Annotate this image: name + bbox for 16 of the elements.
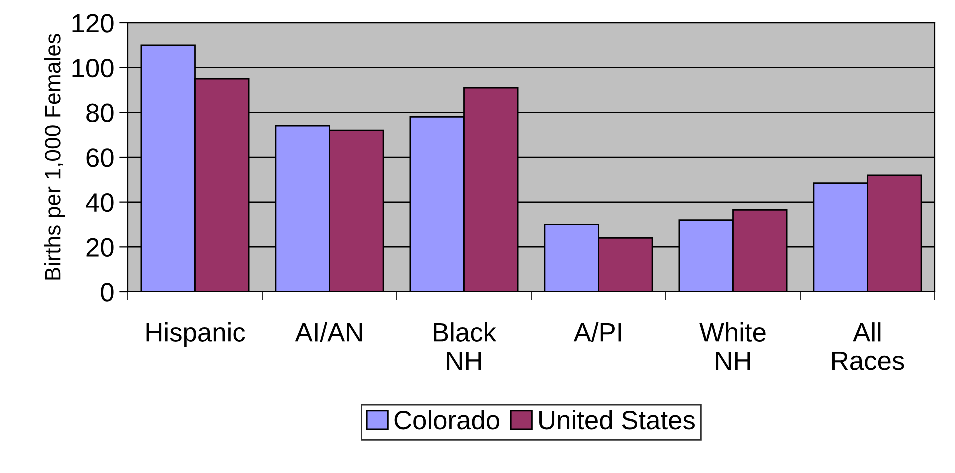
legend-label: Colorado [394,410,500,430]
legend-label: United States [540,410,695,430]
x-tick-label: AI/AN [295,322,362,342]
x-tick-label: Hispanic [146,322,246,348]
y-tick-label: 60 [86,148,114,168]
y-tick-label: 100 [72,58,114,78]
y-tick-label: 0 [101,283,114,302]
y-tick-label: 40 [86,193,114,212]
y-tick-label: 20 [86,238,114,257]
y-axis-title: Births per 1,000 Females [44,34,66,280]
x-tick-label: All Races [832,322,904,370]
x-tick-label: Black NH [434,322,497,370]
y-tick-label: 80 [86,104,114,122]
x-tick-label: White NH [700,322,766,370]
x-tick-label: A/PI [574,322,622,342]
y-tick-label: 120 [72,14,114,33]
